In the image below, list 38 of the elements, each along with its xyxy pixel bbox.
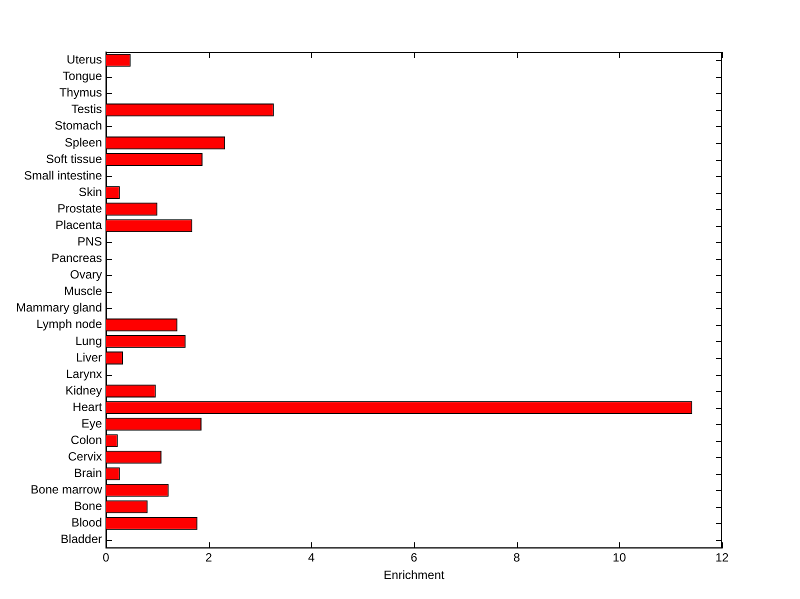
y-tick-label: Thymus (59, 86, 102, 100)
y-tick-label: Bone marrow (30, 482, 102, 497)
y-tick-label: Muscle (64, 284, 102, 298)
y-tick-label: Mammary gland (16, 300, 102, 315)
y-tick-label: Blood (71, 516, 102, 530)
y-tick-label: Tongue (62, 69, 102, 84)
y-tick-label: Small intestine (24, 168, 102, 182)
y-tick-label: Pancreas (51, 251, 102, 266)
y-tick-label: Liver (76, 350, 102, 364)
y-tick-label: Colon (70, 433, 102, 448)
y-tick-label: Larynx (66, 366, 102, 381)
y-tick-label: Kidney (65, 383, 102, 398)
y-tick-label: Uterus (66, 52, 102, 67)
y-tick-label: Bladder (60, 532, 102, 546)
y-tick-label: Brain (74, 466, 102, 480)
x-axis-title: Enrichment (384, 568, 446, 582)
x-tick-label: 2 (205, 550, 212, 565)
y-tick-label: Eye (81, 416, 102, 430)
x-tick-label: 4 (308, 550, 316, 565)
y-tick-label: Cervix (68, 450, 102, 464)
x-tick-label: 12 (715, 550, 729, 565)
y-tick-label: Spleen (64, 135, 102, 150)
x-tick-label: 10 (612, 550, 626, 565)
y-tick-label: Stomach (54, 118, 102, 133)
y-tick-label: Bone (74, 499, 102, 514)
y-tick-label: Heart (72, 400, 103, 414)
y-tick-label: Soft tissue (46, 152, 102, 166)
x-tick-label: 0 (102, 550, 110, 565)
x-tick-label: 6 (410, 550, 418, 565)
y-tick-label: Placenta (55, 218, 102, 232)
y-tick-label: Lymph node (36, 317, 102, 332)
y-tick-label: Prostate (57, 201, 102, 216)
y-tick-label: Skin (78, 184, 102, 199)
y-tick-label: Testis (71, 102, 102, 116)
y-tick-label: PNS (77, 234, 102, 249)
x-tick-label: 8 (513, 550, 520, 565)
y-tick-label: Ovary (70, 268, 102, 282)
y-tick-label: Lung (75, 334, 102, 348)
